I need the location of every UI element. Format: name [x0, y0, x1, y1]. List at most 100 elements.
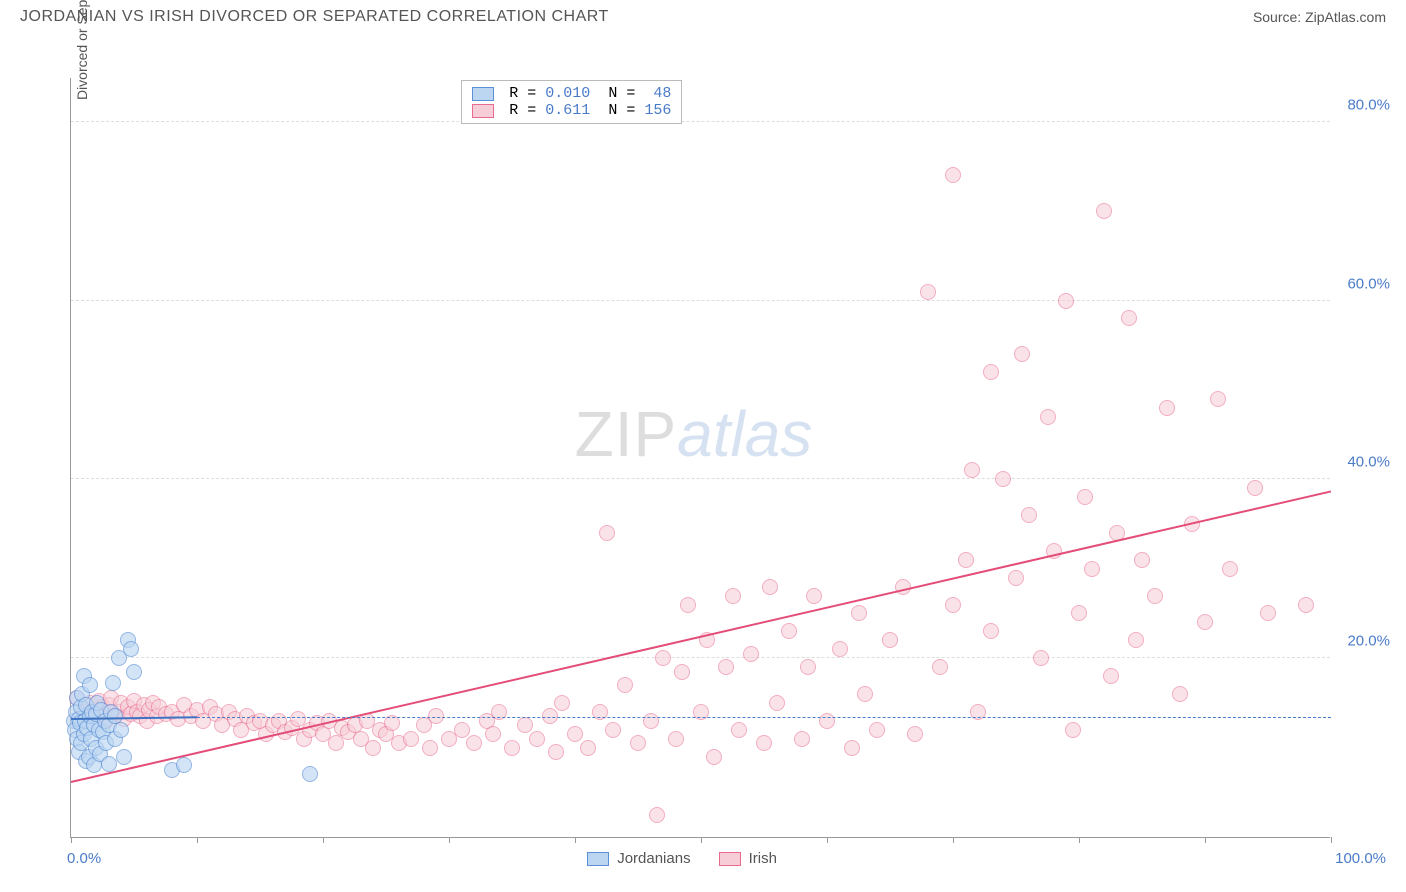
data-point — [617, 677, 633, 693]
data-point — [1021, 507, 1037, 523]
y-tick-label: 80.0% — [1347, 96, 1390, 113]
data-point — [1197, 614, 1213, 630]
data-point — [485, 726, 501, 742]
data-point — [126, 664, 142, 680]
data-point — [101, 756, 117, 772]
stats-text: R = 0.611 N = 156 — [500, 102, 671, 119]
y-tick-label: 60.0% — [1347, 275, 1390, 292]
swatch-icon — [472, 87, 494, 101]
data-point — [105, 675, 121, 691]
data-point — [1040, 409, 1056, 425]
data-point — [1103, 668, 1119, 684]
data-point — [529, 731, 545, 747]
data-point — [403, 731, 419, 747]
data-point — [113, 722, 129, 738]
stats-text: R = 0.010 N = 48 — [500, 85, 671, 102]
data-point — [454, 722, 470, 738]
x-tick — [1079, 837, 1080, 843]
data-point — [123, 641, 139, 657]
data-point — [945, 597, 961, 613]
data-point — [983, 364, 999, 380]
data-point — [302, 766, 318, 782]
data-point — [769, 695, 785, 711]
data-point — [680, 597, 696, 613]
data-point — [1033, 650, 1049, 666]
data-point — [1147, 588, 1163, 604]
data-point — [882, 632, 898, 648]
data-point — [945, 167, 961, 183]
data-point — [964, 462, 980, 478]
data-point — [794, 731, 810, 747]
data-point — [466, 735, 482, 751]
data-point — [580, 740, 596, 756]
y-tick-label: 40.0% — [1347, 454, 1390, 471]
data-point — [1071, 605, 1087, 621]
data-point — [706, 749, 722, 765]
data-point — [731, 722, 747, 738]
data-point — [844, 740, 860, 756]
data-point — [1247, 480, 1263, 496]
scatter-plot: ZIPatlas 20.0%40.0%60.0%80.0%0.0%100.0% … — [70, 78, 1330, 838]
data-point — [554, 695, 570, 711]
gridline — [71, 121, 1330, 122]
x-tick — [701, 837, 702, 843]
gridline — [71, 300, 1330, 301]
swatch-icon — [587, 852, 609, 866]
data-point — [1210, 391, 1226, 407]
data-point — [920, 284, 936, 300]
data-point — [932, 659, 948, 675]
x-tick — [71, 837, 72, 843]
x-tick — [197, 837, 198, 843]
data-point — [869, 722, 885, 738]
source-attribution: Source: ZipAtlas.com — [1253, 9, 1386, 25]
data-point — [983, 623, 999, 639]
data-point — [995, 471, 1011, 487]
data-point — [176, 757, 192, 773]
data-point — [762, 579, 778, 595]
chart-title: JORDANIAN VS IRISH DIVORCED OR SEPARATED… — [20, 8, 609, 26]
data-point — [743, 646, 759, 662]
data-point — [1222, 561, 1238, 577]
data-point — [1065, 722, 1081, 738]
swatch-icon — [472, 104, 494, 118]
data-point — [1084, 561, 1100, 577]
data-point — [907, 726, 923, 742]
data-point — [756, 735, 772, 751]
legend-label: Irish — [749, 850, 777, 867]
gridline — [71, 657, 1330, 658]
data-point — [605, 722, 621, 738]
stats-row-irish: R = 0.611 N = 156 — [472, 102, 671, 119]
x-tick — [1331, 837, 1332, 843]
data-point — [1121, 310, 1137, 326]
data-point — [567, 726, 583, 742]
data-point — [1298, 597, 1314, 613]
data-point — [674, 664, 690, 680]
data-point — [1260, 605, 1276, 621]
correlation-stats-box: R = 0.010 N = 48 R = 0.611 N = 156 — [461, 80, 682, 124]
data-point — [1008, 570, 1024, 586]
data-point — [718, 659, 734, 675]
y-tick-label: 20.0% — [1347, 633, 1390, 650]
data-point — [1096, 203, 1112, 219]
x-tick — [827, 837, 828, 843]
data-point — [1128, 632, 1144, 648]
data-point — [365, 740, 381, 756]
x-tick — [575, 837, 576, 843]
data-point — [630, 735, 646, 751]
data-point — [1058, 293, 1074, 309]
trend-line-extrapolated — [197, 717, 1331, 718]
data-point — [668, 731, 684, 747]
stats-row-jordanians: R = 0.010 N = 48 — [472, 85, 671, 102]
x-tick — [1205, 837, 1206, 843]
data-point — [1134, 552, 1150, 568]
data-point — [857, 686, 873, 702]
data-point — [851, 605, 867, 621]
legend-item-irish: Irish — [719, 850, 777, 867]
data-point — [116, 749, 132, 765]
data-point — [517, 717, 533, 733]
data-point — [1014, 346, 1030, 362]
data-point — [82, 677, 98, 693]
data-point — [781, 623, 797, 639]
data-point — [548, 744, 564, 760]
x-tick — [449, 837, 450, 843]
